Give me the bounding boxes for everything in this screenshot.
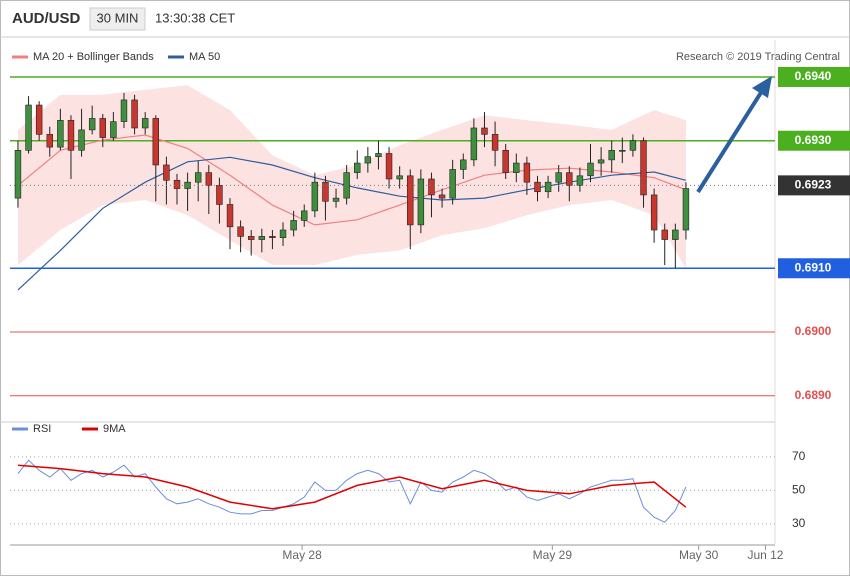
- candle-body: [258, 236, 266, 240]
- ma50-line: [17, 156, 687, 291]
- current-label: 0.6923: [795, 178, 832, 192]
- candle-body: [354, 162, 361, 173]
- level-label: 0.6910: [795, 260, 832, 274]
- candle-body: [226, 204, 234, 228]
- candle-body: [364, 156, 372, 164]
- current-box: [778, 175, 850, 196]
- candle-body: [502, 150, 509, 173]
- candle-body: [608, 150, 615, 161]
- candle-body: [78, 129, 85, 151]
- candle-body: [619, 150, 626, 152]
- candle-body: [131, 99, 138, 129]
- symbol: AUD/USD: [12, 10, 81, 27]
- candle-body: [396, 175, 403, 180]
- candle-body: [587, 162, 594, 177]
- forecast-arrowhead: [752, 76, 772, 98]
- candle-body: [449, 169, 456, 199]
- candle-body: [460, 159, 467, 170]
- candle-body: [88, 118, 96, 131]
- candle-body: [523, 162, 531, 183]
- ma20-line: [17, 134, 687, 226]
- candle-body: [173, 179, 181, 189]
- level-box: [778, 66, 850, 87]
- candle-body: [216, 185, 223, 205]
- candle-body: [322, 181, 329, 202]
- candle-body: [99, 118, 106, 138]
- candle-body: [332, 197, 340, 202]
- candle-body: [682, 188, 690, 231]
- candle-body: [46, 134, 53, 148]
- interval-box: [89, 7, 146, 31]
- candle-body: [629, 140, 637, 151]
- candle-body: [481, 127, 488, 135]
- candle-body: [269, 236, 276, 238]
- candle-body: [194, 172, 202, 183]
- level-label: 0.6930: [795, 133, 832, 147]
- plot: 0.6940 0.6930 0.6910 0.6900 0.6890 0.6923 MA 2…: [10, 51, 850, 562]
- time: 13:30:38 CET: [155, 10, 235, 25]
- candle-body: [35, 104, 43, 135]
- candle-body: [120, 99, 128, 122]
- candle-body: [650, 194, 658, 231]
- candle-body: [385, 153, 393, 180]
- level-label: 0.6940: [795, 69, 832, 83]
- level-box: [778, 130, 850, 151]
- candle-body: [57, 120, 64, 148]
- candle-body: [640, 140, 647, 196]
- candle-body: [14, 150, 22, 199]
- x-tick-label: May 30: [679, 548, 719, 562]
- candle-body: [141, 118, 149, 129]
- candle-body: [470, 127, 478, 161]
- candle-body: [555, 172, 562, 183]
- indicator-line: [17, 459, 687, 523]
- candle-body: [438, 194, 446, 199]
- candle-body: [534, 181, 541, 193]
- candle-body: [566, 172, 573, 186]
- x-tick-label: Jun 12: [747, 548, 783, 562]
- candle-body: [152, 118, 160, 166]
- candle-body: [279, 229, 287, 238]
- candle-body: [205, 172, 213, 186]
- legend-label: MA 20 + Bollinger Bands: [33, 51, 154, 63]
- candle-body: [25, 104, 32, 151]
- candle-body: [110, 121, 117, 138]
- legend-label: 9MA: [103, 423, 126, 435]
- candle-body: [375, 153, 382, 157]
- candle-body: [184, 181, 191, 189]
- candle-body: [248, 236, 255, 240]
- candle-body: [301, 210, 308, 221]
- candle-body: [491, 134, 499, 151]
- candle-body: [290, 220, 297, 231]
- candle-body: [576, 175, 584, 186]
- candle-body: [428, 178, 435, 196]
- candle-body: [544, 181, 552, 193]
- candle-body: [661, 229, 668, 240]
- y-tick-label: 70: [792, 449, 806, 463]
- candle-body: [311, 181, 319, 212]
- candle-body: [417, 178, 425, 226]
- candle-body: [407, 175, 414, 226]
- candle-body: [67, 120, 75, 151]
- y-tick-label: 50: [792, 483, 806, 497]
- y-tick-label: 30: [792, 516, 806, 530]
- forecast-arrow: [696, 89, 764, 194]
- legend-label: RSI: [33, 423, 51, 435]
- level-label: 0.6890: [795, 388, 832, 402]
- interval: 30 MIN: [97, 10, 139, 25]
- candle-body: [672, 229, 679, 240]
- level-label: 0.6900: [795, 324, 832, 338]
- x-tick-label: May 29: [533, 548, 573, 562]
- indicator-line: [17, 464, 687, 510]
- candle-body: [513, 162, 520, 173]
- legend-label: MA 50: [189, 51, 220, 63]
- candle-body: [163, 164, 170, 181]
- bollinger-band: [18, 85, 686, 269]
- credit: Research © 2019 Trading Central: [676, 51, 840, 63]
- candle-body: [237, 226, 244, 237]
- x-tick-label: May 28: [282, 548, 322, 562]
- level-box: [778, 258, 850, 279]
- candle-body: [597, 159, 605, 164]
